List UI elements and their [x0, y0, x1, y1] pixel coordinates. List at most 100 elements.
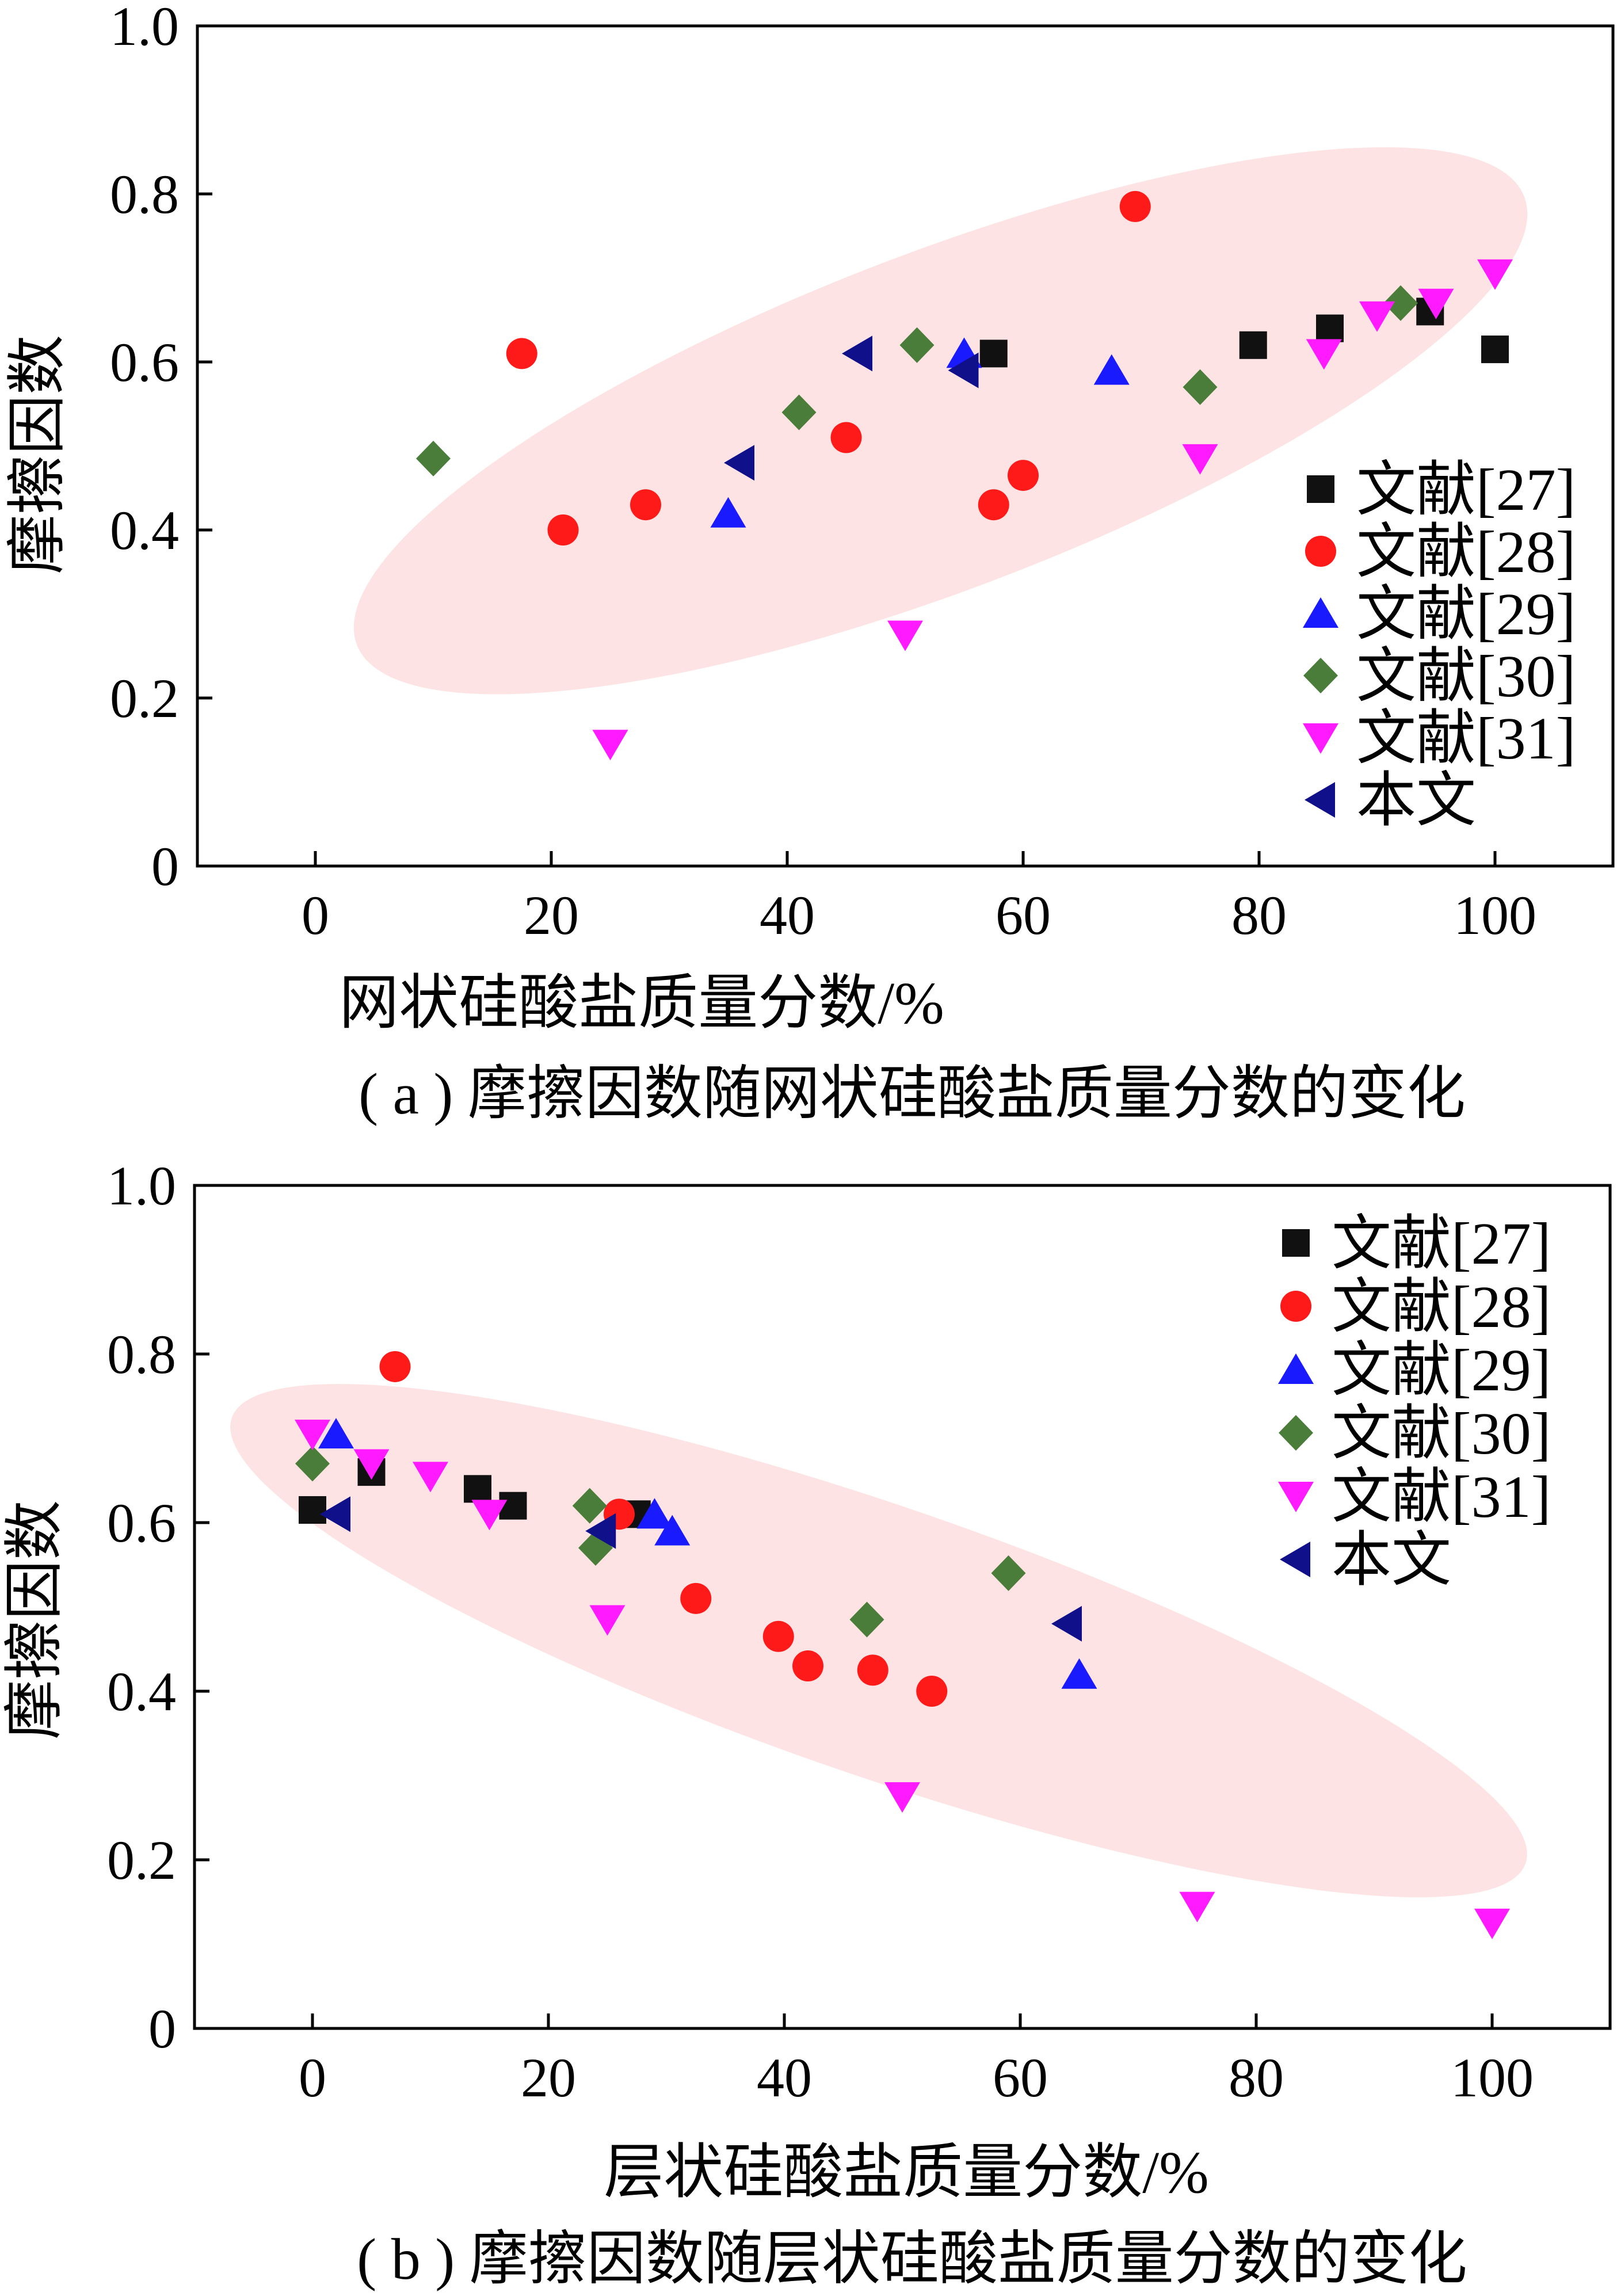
legend-label: 文献[31] [1356, 705, 1576, 772]
data-point [842, 335, 872, 372]
plot-frame [196, 24, 1615, 868]
data-point [991, 1555, 1026, 1591]
data-point [572, 1488, 607, 1524]
legend-label: 文献[29] [1356, 581, 1576, 647]
data-point [1474, 1908, 1510, 1939]
y-tick-label: 0.2 [110, 668, 179, 729]
x-tick-label: 100 [1451, 2047, 1534, 2108]
plot-frame [193, 1184, 1612, 2030]
highlight-ellipse-shape [230, 1384, 1527, 1898]
legend-label: 本文 [1332, 1527, 1451, 1593]
data-point [1061, 1658, 1097, 1689]
y-tick-label: 0.6 [107, 1492, 176, 1554]
data-point [547, 514, 579, 546]
data-point [1316, 314, 1344, 342]
panel-caption: ( a ) 摩擦因数随网状硅酸盐质量分数的变化 [359, 1062, 1466, 1127]
data-point [1183, 369, 1218, 405]
data-point [948, 352, 979, 388]
highlight-ellipse-shape [353, 147, 1528, 695]
data-point [499, 1492, 527, 1520]
data-point [318, 1418, 354, 1449]
data-point [887, 620, 923, 651]
legend-marker [1305, 782, 1335, 818]
y-tick-label: 0.8 [107, 1324, 176, 1385]
data-point [1093, 354, 1130, 385]
panel-a: 0 20 40 60 80 100 0 0.2 0.4 0.6 0.8 1.0 网状硅酸盐质量分数/%… [5, 0, 1615, 1127]
y-tick-label: 0 [148, 1998, 176, 2059]
x-tick-label: 60 [996, 884, 1051, 946]
x-tick-label: 0 [302, 884, 329, 946]
y-tick-label: 0.8 [110, 163, 179, 225]
data-points [416, 190, 1513, 761]
data-point [1119, 190, 1151, 222]
data-point [592, 730, 628, 761]
y-axis-title: 摩擦因数 [5, 335, 71, 574]
data-point [320, 1496, 350, 1532]
legend-label: 文献[31] [1332, 1464, 1551, 1530]
data-point [849, 1601, 884, 1638]
legend: 文献[27]文献[28]文献[29]文献[30]文献[31]本文 [1278, 1211, 1551, 1593]
highlight-ellipse [230, 1384, 1527, 1898]
tick-labels: 0 20 40 60 80 100 0 0.2 0.4 0.6 0.8 1.0 [110, 0, 1536, 946]
data-point [1239, 331, 1267, 359]
legend-label: 文献[28] [1356, 519, 1576, 585]
data-point [299, 1496, 326, 1524]
y-tick-label: 0.4 [107, 1661, 176, 1722]
legend-label: 文献[28] [1332, 1274, 1551, 1340]
data-point [1179, 1891, 1215, 1923]
y-tick-label: 0 [151, 836, 179, 897]
y-tick-label: 0.4 [110, 499, 179, 561]
data-point [1477, 259, 1513, 290]
legend-label: 文献[27] [1356, 457, 1576, 523]
data-point [724, 445, 754, 481]
x-axis-title: 层状硅酸盐质量分数/% [604, 2139, 1209, 2206]
legend-marker [1278, 1482, 1314, 1512]
data-point [830, 422, 862, 453]
data-point [1383, 285, 1418, 321]
data-point [589, 1605, 626, 1636]
data-point [857, 1654, 888, 1686]
data-points [295, 1351, 1510, 1939]
x-tick-label: 100 [1454, 884, 1536, 946]
data-point [1306, 339, 1342, 370]
x-tick-label: 20 [521, 2047, 576, 2108]
panel-caption: ( b ) 摩擦因数随层状硅酸盐质量分数的变化 [357, 2227, 1467, 2292]
panel-b: 0 20 40 60 80 100 0 0.2 0.4 0.6 0.8 1.0 层状硅酸盐质量分数/%… [2, 1155, 1612, 2292]
data-point [1008, 460, 1039, 491]
legend: 文献[27]文献[28]文献[29]文献[30]文献[31]本文 [1303, 457, 1576, 834]
legend-marker [1307, 475, 1334, 503]
x-tick-label: 60 [993, 2047, 1048, 2108]
data-point [416, 440, 451, 476]
y-tick-label: 0.2 [107, 1829, 176, 1891]
data-point [464, 1475, 491, 1503]
legend-marker [1279, 1415, 1313, 1451]
y-tick-label: 1.0 [107, 1155, 176, 1216]
data-point [710, 497, 746, 528]
data-point [353, 1449, 390, 1480]
legend-label: 文献[30] [1356, 643, 1576, 710]
x-tick-label: 80 [1231, 884, 1287, 946]
legend-marker [1280, 1291, 1311, 1322]
legend-label: 文献[27] [1332, 1211, 1551, 1277]
data-point [1359, 301, 1395, 332]
data-point [295, 1420, 330, 1451]
data-point [979, 340, 1008, 368]
data-point [585, 1513, 616, 1549]
data-point [680, 1582, 712, 1614]
legend-marker [1280, 1542, 1310, 1577]
data-point [1418, 288, 1454, 319]
y-axis-title: 摩擦因数 [2, 1500, 68, 1740]
data-point [413, 1462, 448, 1493]
x-tick-label: 40 [760, 884, 815, 946]
data-point [654, 1515, 691, 1546]
legend-label: 本文 [1356, 768, 1476, 834]
data-point [471, 1500, 508, 1531]
x-tick-label: 20 [524, 884, 579, 946]
axes [193, 1184, 1612, 2030]
data-point [1481, 335, 1509, 364]
data-point [781, 394, 817, 430]
legend-marker [1305, 536, 1336, 567]
data-point [792, 1650, 823, 1682]
data-point [899, 327, 935, 363]
